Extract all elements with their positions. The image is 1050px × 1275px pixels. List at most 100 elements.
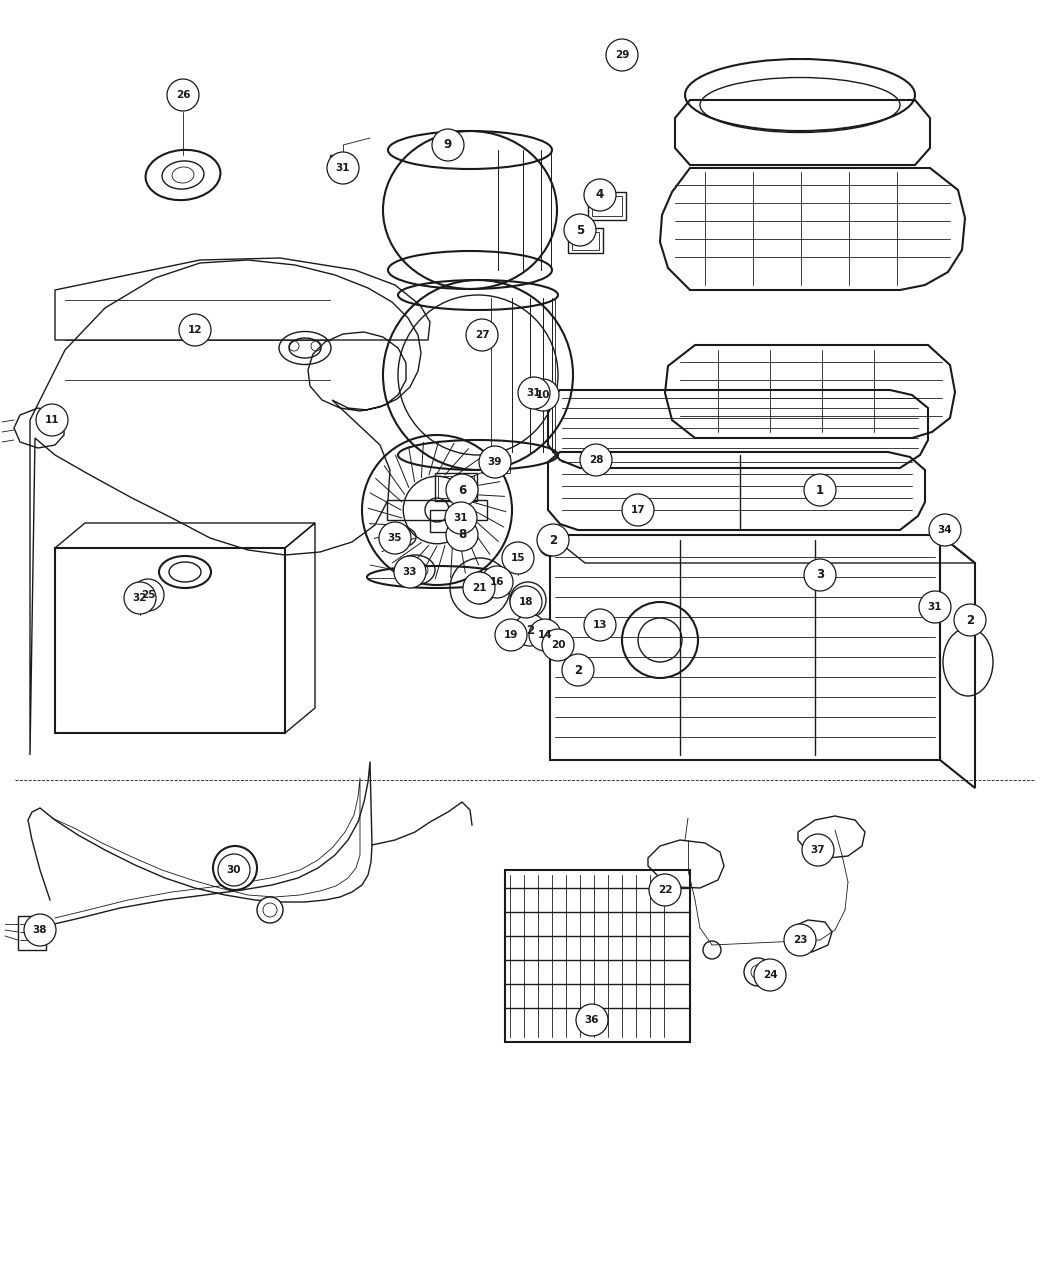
- Text: 17: 17: [631, 505, 646, 515]
- Text: 31: 31: [928, 602, 942, 612]
- Text: 4: 4: [596, 189, 604, 201]
- Text: 22: 22: [657, 885, 672, 895]
- Circle shape: [257, 898, 284, 923]
- Circle shape: [213, 847, 257, 890]
- Bar: [449, 509, 472, 527]
- Text: 2: 2: [966, 613, 974, 626]
- Text: 28: 28: [589, 455, 604, 465]
- Bar: [438, 476, 474, 499]
- Circle shape: [132, 579, 164, 611]
- Text: 1: 1: [816, 483, 824, 496]
- Bar: [18, 915, 46, 950]
- Circle shape: [957, 611, 979, 632]
- Text: 27: 27: [475, 330, 489, 340]
- Circle shape: [606, 40, 638, 71]
- Circle shape: [446, 519, 478, 551]
- Circle shape: [495, 618, 527, 652]
- Text: 13: 13: [593, 620, 607, 630]
- Text: 39: 39: [488, 456, 502, 467]
- Text: 31: 31: [336, 163, 351, 173]
- Text: 32: 32: [132, 593, 147, 603]
- Circle shape: [446, 474, 478, 506]
- Circle shape: [479, 446, 511, 478]
- Text: 31: 31: [454, 513, 468, 523]
- Text: 25: 25: [141, 590, 155, 601]
- Circle shape: [178, 314, 211, 346]
- Circle shape: [576, 1003, 608, 1037]
- Text: 2: 2: [549, 533, 558, 547]
- Circle shape: [481, 566, 513, 598]
- Circle shape: [802, 834, 834, 866]
- Circle shape: [804, 474, 836, 506]
- Circle shape: [514, 615, 546, 646]
- Bar: [505, 870, 690, 1042]
- Circle shape: [539, 534, 561, 556]
- Circle shape: [519, 621, 541, 643]
- Text: 18: 18: [519, 597, 533, 607]
- Circle shape: [432, 129, 464, 161]
- Circle shape: [804, 558, 836, 592]
- Text: 2: 2: [526, 623, 534, 636]
- Text: 9: 9: [444, 139, 453, 152]
- Circle shape: [445, 502, 477, 534]
- Bar: [430, 510, 468, 532]
- Text: 26: 26: [175, 91, 190, 99]
- Text: 37: 37: [811, 845, 825, 856]
- Circle shape: [36, 404, 68, 436]
- Circle shape: [584, 179, 616, 210]
- Text: 19: 19: [504, 630, 519, 640]
- Circle shape: [562, 654, 594, 686]
- Bar: [592, 196, 622, 215]
- Text: 14: 14: [538, 630, 552, 640]
- Circle shape: [929, 514, 961, 546]
- Circle shape: [24, 914, 56, 946]
- Circle shape: [566, 660, 588, 683]
- Bar: [330, 156, 352, 171]
- Circle shape: [327, 152, 359, 184]
- Circle shape: [502, 542, 534, 574]
- Bar: [502, 629, 520, 643]
- Bar: [485, 575, 503, 589]
- Text: 35: 35: [387, 533, 402, 543]
- Text: 10: 10: [536, 390, 550, 400]
- Bar: [387, 500, 487, 520]
- Text: 5: 5: [575, 223, 584, 236]
- Bar: [333, 158, 349, 168]
- Circle shape: [622, 493, 654, 527]
- Circle shape: [218, 854, 250, 886]
- Bar: [568, 228, 603, 252]
- Text: 38: 38: [33, 924, 47, 935]
- Text: 36: 36: [585, 1015, 600, 1025]
- Text: 2: 2: [574, 663, 582, 677]
- Circle shape: [167, 79, 200, 111]
- Bar: [547, 638, 567, 652]
- Bar: [522, 384, 546, 402]
- Bar: [588, 193, 626, 221]
- Circle shape: [542, 629, 574, 660]
- Text: 34: 34: [938, 525, 952, 536]
- Bar: [923, 598, 947, 616]
- Text: 31: 31: [527, 388, 541, 398]
- Text: 11: 11: [45, 414, 59, 425]
- Text: 15: 15: [510, 553, 525, 564]
- Circle shape: [124, 581, 156, 615]
- Circle shape: [954, 604, 986, 636]
- Text: 33: 33: [403, 567, 417, 578]
- Text: 20: 20: [551, 640, 565, 650]
- Bar: [572, 232, 598, 250]
- Text: 23: 23: [793, 935, 807, 945]
- Text: 3: 3: [816, 569, 824, 581]
- Circle shape: [564, 214, 596, 246]
- Text: 30: 30: [227, 864, 242, 875]
- Circle shape: [379, 521, 411, 555]
- Text: 24: 24: [762, 970, 777, 980]
- Circle shape: [754, 959, 786, 991]
- Circle shape: [527, 379, 559, 411]
- Bar: [435, 473, 477, 501]
- Circle shape: [463, 572, 495, 604]
- Circle shape: [394, 556, 426, 588]
- Circle shape: [784, 924, 816, 956]
- Circle shape: [580, 444, 612, 476]
- Text: 16: 16: [489, 578, 504, 586]
- Circle shape: [518, 377, 550, 409]
